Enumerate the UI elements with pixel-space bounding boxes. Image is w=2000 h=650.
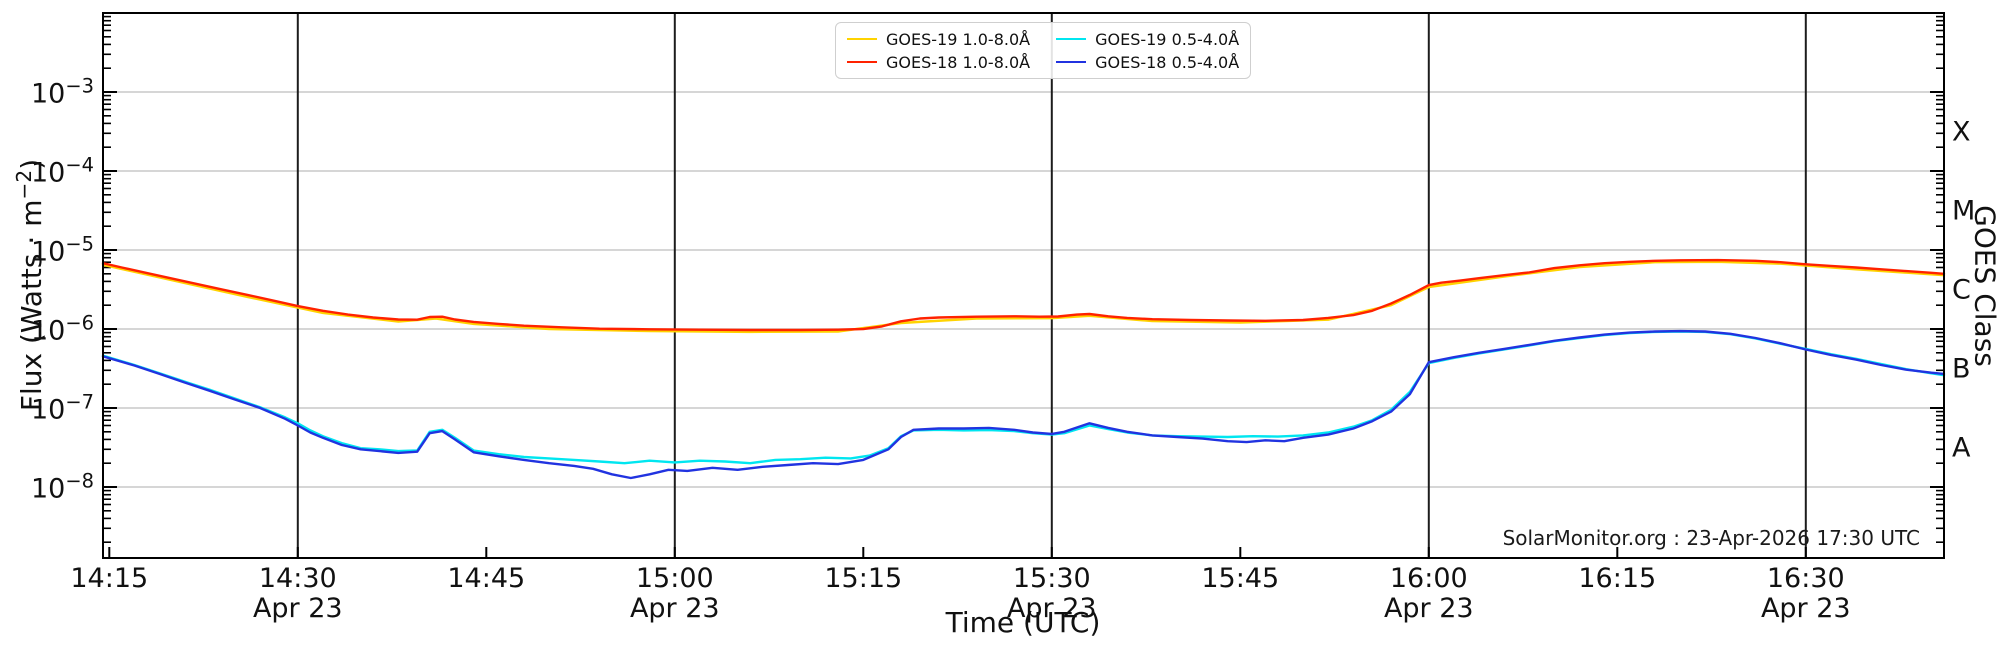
y-tick-label: 10−3: [30, 74, 94, 110]
x-tick-sublabel: Apr 23: [252, 593, 343, 624]
legend-item-label: GOES-18 0.5-4.0Å: [1095, 52, 1240, 72]
series-goes19-short: [101, 330, 1946, 465]
y-tick-label: 10−7: [30, 390, 94, 426]
legend-line-swatch: [1056, 38, 1087, 40]
credit-text: SolarMonitor.org : 23-Apr-2026 17:30 UTC: [1502, 526, 1920, 550]
x-axis-label: Time (UTC): [945, 606, 1101, 639]
y-tick-label: 10−6: [30, 311, 94, 347]
right-axis-label: GOES Class: [1968, 205, 2000, 367]
legend-line-swatch: [1056, 61, 1087, 63]
x-tick-label: 14:45: [447, 563, 526, 594]
x-tick-label: 15:45: [1201, 563, 1280, 594]
series-goes18-short: [101, 329, 1946, 480]
legend-item: GOES-18 1.0-8.0Å: [847, 51, 1030, 73]
y-tick-label: 10−4: [30, 153, 94, 189]
x-tick-label: 14:15: [70, 563, 149, 594]
y-axis-label: Flux (Watts · m−2): [11, 158, 49, 412]
x-tick-label: 16:30: [1766, 563, 1845, 594]
series-goes19-long: [101, 260, 1946, 334]
legend-line-swatch: [847, 61, 877, 63]
legend-line-swatch: [847, 38, 877, 40]
x-tick-label: 14:30: [258, 563, 337, 594]
x-tick-sublabel: Apr 23: [629, 593, 720, 624]
legend-item: GOES-19 0.5-4.0Å: [1056, 28, 1239, 50]
legend: GOES-19 1.0-8.0Å GOES-18 1.0-8.0Å GOES-19 …: [835, 22, 1252, 79]
series-goes18-long: [101, 258, 1946, 332]
legend-item: GOES-19 1.0-8.0Å: [847, 28, 1030, 50]
x-tick-label: 16:00: [1389, 563, 1468, 594]
x-tick-sublabel: Apr 23: [1383, 593, 1474, 624]
goes-class-label-c: C: [1952, 274, 1971, 305]
y-tick-label: 10−8: [30, 469, 94, 505]
x-tick-label: 16:15: [1578, 563, 1657, 594]
x-tick-label: 15:15: [824, 563, 903, 594]
legend-item-label: GOES-18 1.0-8.0Å: [886, 52, 1031, 72]
x-tick-sublabel: Apr 23: [1006, 593, 1097, 624]
plot-border: [102, 12, 1945, 559]
goes-class-label-m: M: [1952, 195, 1976, 226]
legend-item: GOES-18 0.5-4.0Å: [1056, 51, 1239, 73]
legend-item-label: GOES-19 1.0-8.0Å: [886, 29, 1031, 49]
legend-item-label: GOES-19 0.5-4.0Å: [1095, 29, 1240, 49]
x-tick-label: 15:00: [635, 563, 714, 594]
x-tick-sublabel: Apr 23: [1760, 593, 1851, 624]
goes-class-label-x: X: [1952, 116, 1971, 147]
goes-class-label-b: B: [1952, 353, 1971, 384]
y-tick-label: 10−5: [30, 232, 94, 268]
goes-class-label-a: A: [1952, 432, 1971, 463]
x-tick-label: 15:30: [1012, 563, 1091, 594]
